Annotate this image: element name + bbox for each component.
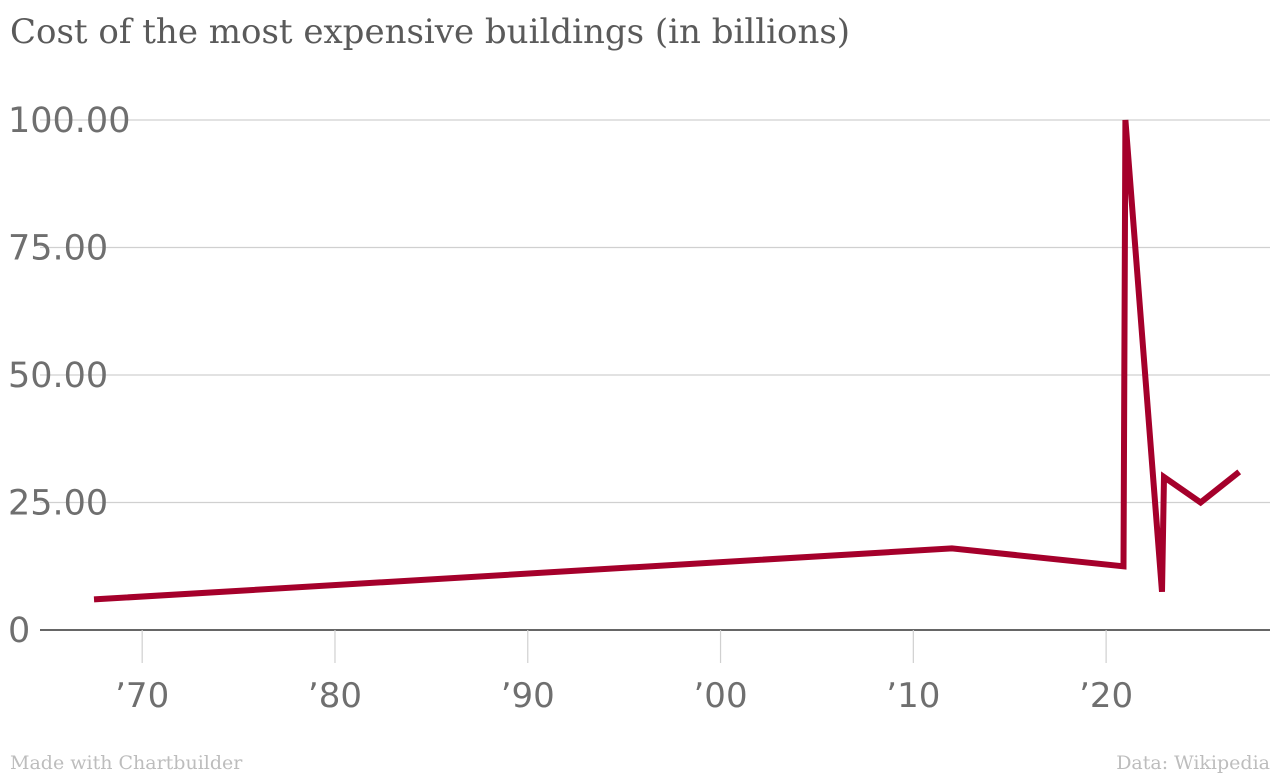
gridlines	[40, 119, 1270, 631]
y-tick-label: 25.00	[8, 484, 108, 524]
series-line	[93, 119, 1242, 603]
y-axis-tick-labels: 0 25.00 50.00 75.00 100.00	[8, 101, 130, 651]
x-tick-label: ’20	[1079, 676, 1133, 716]
x-tick-label: ’10	[886, 676, 940, 716]
y-tick-label: 100.00	[8, 101, 130, 141]
credit-text: Made with Chartbuilder	[10, 752, 243, 774]
chart-title: Cost of the most expensive buildings (in…	[10, 12, 851, 52]
x-tick-label: ’80	[308, 676, 362, 716]
x-tick-label: ’90	[501, 676, 555, 716]
x-axis-ticks: ’70 ’80 ’90 ’00 ’10 ’20	[115, 630, 1133, 716]
x-tick-label: ’70	[115, 676, 169, 716]
series-layer	[93, 119, 1242, 603]
source-text: Data: Wikipedia	[1116, 752, 1270, 774]
y-tick-label: 50.00	[8, 356, 108, 396]
y-tick-label: 0	[8, 611, 30, 651]
y-tick-label: 75.00	[8, 229, 108, 269]
x-tick-label: ’00	[694, 676, 748, 716]
